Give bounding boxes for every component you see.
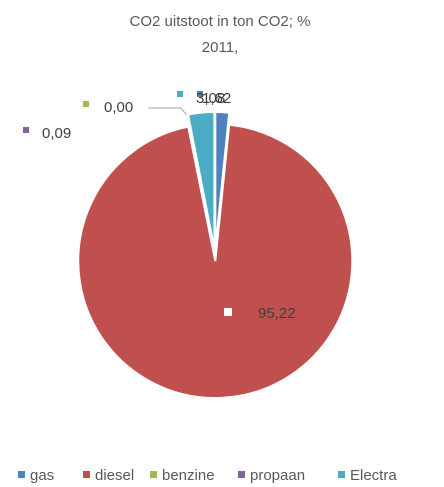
pie-slice-electra: [186, 111, 216, 250]
data-label-benzine: 0,00: [104, 99, 133, 116]
legend-label-propaan: propaan: [250, 467, 305, 484]
data-label-gas: 1,62: [202, 90, 231, 107]
data-label-marker-electra: [177, 91, 183, 97]
data-label-marker-diesel: [222, 306, 234, 318]
data-label-marker-benzine: [83, 101, 89, 107]
data-label-marker-gas: [197, 91, 203, 97]
legend-swatch-benzine: [150, 471, 157, 478]
legend-item-propaan: propaan: [238, 467, 305, 484]
data-label-marker-propaan: [23, 127, 29, 133]
legend: gas diesel benzine propaan Electra: [18, 467, 397, 484]
leader-lines: [148, 107, 188, 116]
chart-title: CO2 uitstoot in ton CO2; % 2011,: [130, 13, 311, 56]
data-label-electra: 3,08: [196, 90, 225, 107]
legend-label-benzine: benzine: [162, 467, 215, 484]
data-label-diesel: 95,22: [258, 305, 296, 322]
pie-slice-diesel: [77, 123, 354, 399]
legend-item-electra: Electra: [338, 467, 397, 484]
legend-swatch-propaan: [238, 471, 245, 478]
leader-line-benzine: [148, 107, 188, 116]
legend-item-diesel: diesel: [83, 467, 134, 484]
legend-label-electra: Electra: [350, 467, 397, 484]
legend-swatch-diesel: [83, 471, 90, 478]
data-label-propaan: 0,09: [42, 125, 71, 142]
pie-slices: [77, 111, 354, 399]
legend-label-diesel: diesel: [95, 467, 134, 484]
legend-swatch-gas: [18, 471, 25, 478]
chart-title-line-2: 2011,: [202, 39, 238, 56]
legend-item-benzine: benzine: [150, 467, 215, 484]
legend-item-gas: gas: [18, 467, 54, 484]
legend-swatch-electra: [338, 471, 345, 478]
chart-title-line-1: CO2 uitstoot in ton CO2; %: [130, 13, 311, 30]
data-labels: 1,62 95,22 0,00 0,09 3,08: [23, 90, 296, 322]
legend-label-gas: gas: [30, 467, 54, 484]
